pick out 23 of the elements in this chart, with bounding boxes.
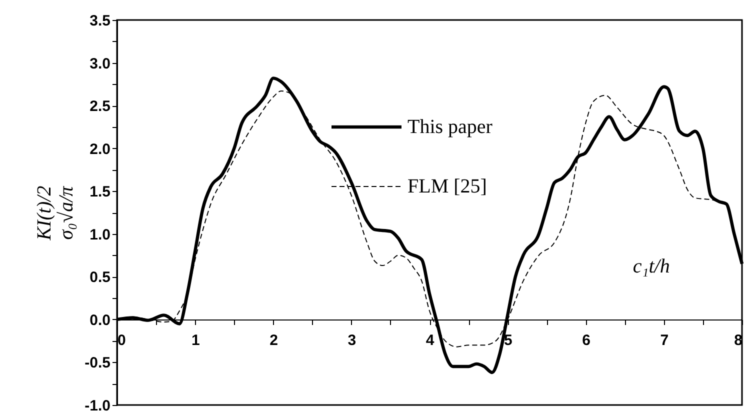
x-tick-label: 7 xyxy=(660,332,669,349)
y-tick-label: 3.5 xyxy=(90,12,110,30)
x-tick-label: 1 xyxy=(191,332,200,349)
x-tick-label: 6 xyxy=(582,332,590,349)
y-tick-label: 2.5 xyxy=(90,98,110,116)
x-tick-label: 3 xyxy=(348,332,356,349)
legend-label: This paper xyxy=(408,116,493,138)
x-tick-label: 4 xyxy=(426,332,435,349)
x-tick-label: 5 xyxy=(504,332,512,349)
x-tick-label: 0 xyxy=(118,332,126,349)
y-tick-label: -1.0 xyxy=(84,398,110,414)
y-tick-label: 3.0 xyxy=(90,55,110,72)
x-axis-title: c₁t/h xyxy=(632,255,670,278)
y-tick-label: 1.0 xyxy=(90,226,110,244)
y-tick-label: 1.5 xyxy=(90,184,110,201)
y-tick-label: 0.5 xyxy=(90,269,110,286)
x-tick-label: 8 xyxy=(734,332,742,349)
y-tick-label: -0.5 xyxy=(84,354,110,372)
x-tick-label: 2 xyxy=(270,332,278,349)
y-axis-title: KI(t)/2 σ₀√a/π xyxy=(34,185,78,242)
y-tick-label: 2.0 xyxy=(90,140,110,158)
legend-label: FLM [25] xyxy=(408,176,487,198)
y-tick-label: 0.0 xyxy=(90,312,110,329)
